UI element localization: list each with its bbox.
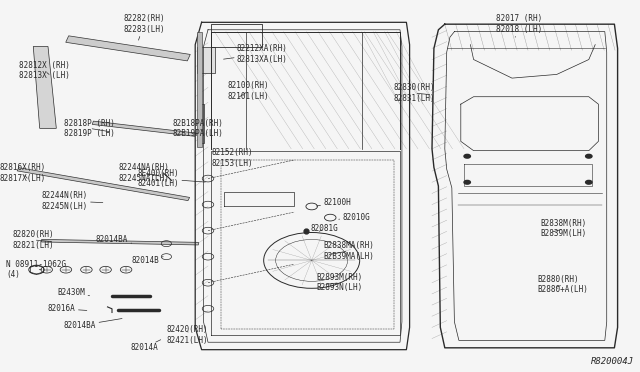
Text: 82017 (RH)
82018 (LH): 82017 (RH) 82018 (LH)	[496, 15, 542, 37]
Text: 82100(RH)
82101(LH): 82100(RH) 82101(LH)	[227, 81, 269, 101]
Text: 82244NA(RH)
82245NA(LH): 82244NA(RH) 82245NA(LH)	[118, 163, 169, 183]
Text: 82014B: 82014B	[131, 256, 163, 265]
Text: 82014A: 82014A	[130, 340, 161, 352]
Text: 82816X(RH)
82817X(LH): 82816X(RH) 82817X(LH)	[0, 163, 46, 183]
Text: B2838MA(RH)
B2B39MA(LH): B2838MA(RH) B2B39MA(LH)	[323, 241, 374, 261]
Text: 82830(RH)
82831(LH): 82830(RH) 82831(LH)	[394, 83, 435, 103]
Text: 8E400(RH)
82401(LH): 8E400(RH) 82401(LH)	[138, 169, 205, 188]
Text: 82152(RH)
82153(LH): 82152(RH) 82153(LH)	[211, 148, 253, 168]
Polygon shape	[33, 46, 56, 128]
Polygon shape	[197, 46, 215, 73]
Circle shape	[464, 180, 470, 184]
Circle shape	[586, 154, 592, 158]
Text: 82100H: 82100H	[316, 198, 351, 207]
Text: 82014BA: 82014BA	[64, 318, 122, 330]
Text: 82B18PA(RH)
82B19PA(LH): 82B18PA(RH) 82B19PA(LH)	[173, 119, 223, 138]
Text: B2880(RH)
B2880+A(LH): B2880(RH) B2880+A(LH)	[538, 275, 588, 294]
Text: B2430M: B2430M	[58, 288, 90, 296]
Text: 82081G: 82081G	[310, 224, 338, 233]
Polygon shape	[66, 36, 190, 61]
Text: R820004J: R820004J	[591, 357, 634, 366]
Text: 82818P (RH)
82819P (LH): 82818P (RH) 82819P (LH)	[64, 119, 115, 138]
Text: 82010G: 82010G	[339, 213, 370, 222]
Circle shape	[464, 154, 470, 158]
Text: 82016A: 82016A	[48, 304, 87, 313]
Polygon shape	[17, 168, 189, 201]
Text: B2893M(RH)
B2893N(LH): B2893M(RH) B2893N(LH)	[317, 273, 363, 292]
Polygon shape	[200, 104, 204, 143]
Text: 82014BA: 82014BA	[96, 235, 132, 244]
Text: 82820(RH)
82821(LH): 82820(RH) 82821(LH)	[13, 230, 54, 250]
Polygon shape	[197, 32, 202, 147]
Circle shape	[586, 180, 592, 184]
Text: 82244N(RH)
82245N(LH): 82244N(RH) 82245N(LH)	[42, 191, 103, 211]
Polygon shape	[42, 240, 198, 245]
Text: 82420(RH)
82421(LH): 82420(RH) 82421(LH)	[166, 325, 208, 344]
Text: 82812X (RH)
82813X (LH): 82812X (RH) 82813X (LH)	[19, 61, 70, 80]
Text: N 08911-1062G
(4): N 08911-1062G (4)	[6, 260, 67, 279]
Text: B2838M(RH)
B2839M(LH): B2838M(RH) B2839M(LH)	[541, 219, 587, 238]
Polygon shape	[92, 121, 196, 136]
Text: 82212XA(RH)
82813XA(LH): 82212XA(RH) 82813XA(LH)	[223, 44, 287, 64]
Text: 82282(RH)
82283(LH): 82282(RH) 82283(LH)	[123, 15, 165, 40]
